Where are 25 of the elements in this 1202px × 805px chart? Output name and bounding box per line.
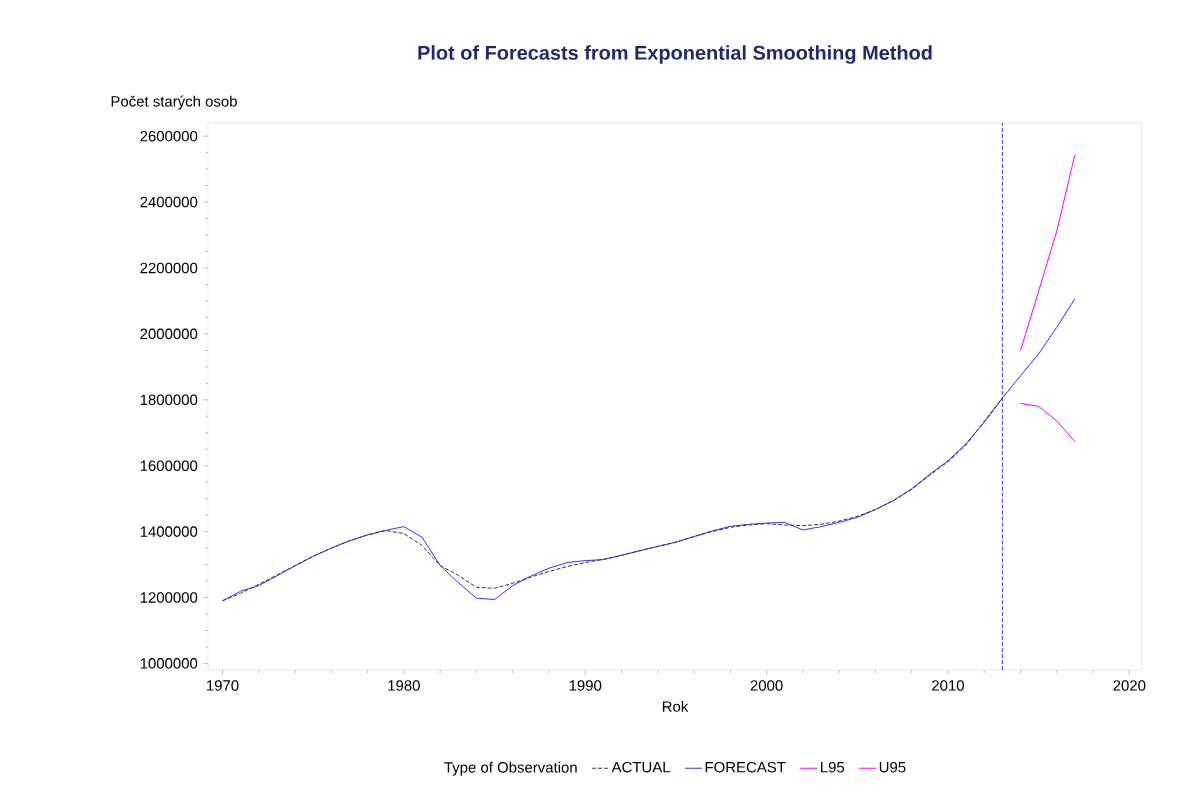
- line-series: [1020, 402, 1076, 443]
- x-tick-label: 1970: [207, 680, 239, 691]
- legend-label: FORECAST: [705, 761, 786, 773]
- y-tick-label: 1800000: [140, 394, 198, 406]
- x-tick-label: 2000: [750, 680, 783, 691]
- x-tick-label: 2010: [932, 680, 964, 691]
- line-series: [1020, 154, 1076, 352]
- legend-label: L95: [821, 761, 845, 773]
- y-tick-label: 2400000: [140, 196, 198, 208]
- legend-label: U95: [879, 761, 906, 773]
- y-axis-title: Počet starých osob: [111, 95, 237, 110]
- y-tick-label: 1000000: [140, 658, 198, 669]
- y-tick-label: 1200000: [140, 592, 198, 603]
- chart-title: Plot of Forecasts from Exponential Smoothing Method: [418, 45, 932, 64]
- y-tick-label: 1600000: [140, 460, 198, 471]
- x-tick-label: 1980: [388, 680, 420, 691]
- legend-title: Type of Observation: [444, 761, 577, 776]
- x-axis-title: Rok: [662, 700, 689, 712]
- y-tick-label: 2600000: [140, 130, 198, 142]
- x-tick-label: 2020: [1113, 680, 1146, 691]
- legend-label: ACTUAL: [611, 761, 671, 773]
- y-tick-label: 2200000: [140, 262, 198, 274]
- y-tick-label: 1400000: [140, 526, 198, 537]
- x-tick-label: 1990: [569, 680, 602, 691]
- y-tick-label: 2000000: [140, 328, 198, 340]
